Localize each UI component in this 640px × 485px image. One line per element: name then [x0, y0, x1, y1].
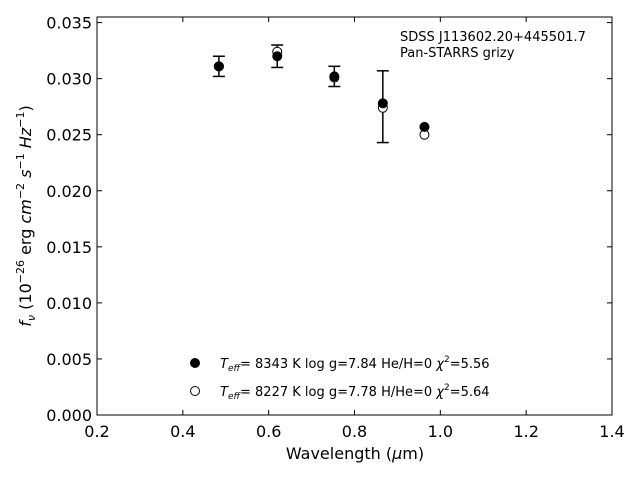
- series-filled-markers: [213, 51, 430, 132]
- y-tick-label: 0.020: [46, 182, 92, 201]
- y-axis-ticks: 0.000 0.005 0.010 0.015 0.020 0.025 0.030 0.035: [46, 14, 612, 425]
- x-tick-label: 1.0: [428, 422, 453, 441]
- legend-marker-filled: [190, 358, 200, 368]
- legend: Teff= 8343 K log g=7.84 He/H=0 χ2=5.56 T…: [190, 355, 490, 402]
- legend-marker-open: [190, 386, 200, 396]
- y-tick-label: 0.010: [46, 294, 92, 313]
- data-point-filled: [272, 51, 283, 62]
- y-tick-label: 0.030: [46, 70, 92, 89]
- x-tick-label: 1.2: [513, 422, 538, 441]
- data-point-filled: [213, 61, 224, 72]
- y-tick-label: 0.025: [46, 126, 92, 145]
- y-tick-label: 0.000: [46, 406, 92, 425]
- y-tick-label: 0.015: [46, 238, 92, 257]
- data-point-filled: [419, 121, 430, 132]
- x-tick-label: 0.4: [170, 422, 195, 441]
- x-tick-label: 0.2: [84, 422, 109, 441]
- x-axis-label: Wavelength (μm): [286, 444, 424, 463]
- legend-entry-filled: Teff= 8343 K log g=7.84 He/H=0 χ2=5.56: [220, 355, 490, 374]
- x-axis-ticks: 0.2 0.4 0.6 0.8 1.0 1.2 1.4: [84, 17, 625, 441]
- data-point-filled: [329, 71, 340, 82]
- x-tick-label: 1.4: [599, 422, 624, 441]
- axes-frame: [96, 16, 613, 416]
- annotation-survey-name: Pan-STARRS grizy: [400, 46, 515, 61]
- x-tick-label: 0.8: [342, 422, 367, 441]
- data-point-filled: [377, 98, 388, 109]
- series-open-markers: [213, 46, 430, 140]
- error-bars: [212, 44, 389, 144]
- annotation-object-name: SDSS J113602.20+445501.7: [400, 30, 586, 45]
- plot-frame: [96, 16, 613, 416]
- y-axis-label: fν (10−26 erg cm−2 s−1 Hz−1): [14, 105, 38, 326]
- legend-entry-open: Teff= 8227 K log g=7.78 H/He=0 χ2=5.64: [220, 383, 490, 402]
- y-tick-label: 0.035: [46, 14, 92, 33]
- x-tick-label: 0.6: [256, 422, 281, 441]
- y-tick-label: 0.005: [46, 350, 92, 369]
